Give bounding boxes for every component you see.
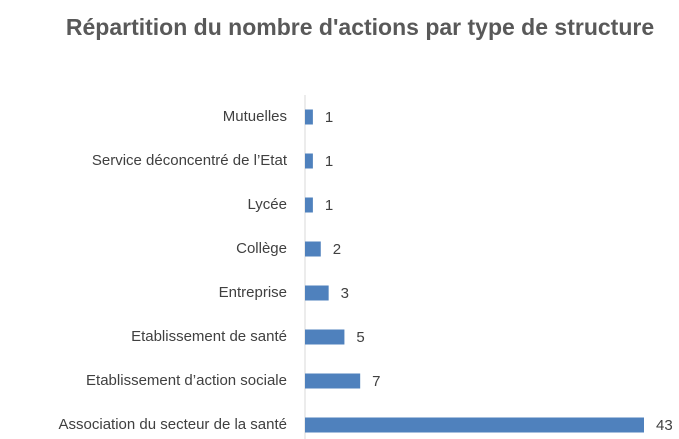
y-tick-label: Etablissement d’action sociale bbox=[86, 372, 287, 389]
y-tick-label: Service déconcentré de l’Etat bbox=[92, 152, 288, 169]
bar bbox=[305, 373, 361, 389]
data-label: 3 bbox=[341, 285, 349, 302]
y-tick-label: Mutuelles bbox=[223, 108, 287, 125]
bar bbox=[305, 241, 321, 257]
bar bbox=[305, 153, 313, 169]
data-label: 7 bbox=[372, 373, 380, 390]
data-label: 43 bbox=[656, 417, 673, 434]
data-label: 1 bbox=[325, 153, 333, 170]
data-label: 1 bbox=[325, 197, 333, 214]
chart-title: Répartition du nombre d'actions par type… bbox=[65, 14, 655, 40]
data-label: 2 bbox=[333, 241, 341, 258]
data-label: 1 bbox=[325, 109, 333, 126]
bar bbox=[305, 109, 313, 125]
y-tick-label: Collège bbox=[236, 240, 287, 257]
bar bbox=[305, 197, 313, 213]
bar bbox=[305, 417, 644, 433]
y-tick-label: Lycée bbox=[248, 196, 287, 213]
y-tick-label: Etablissement de santé bbox=[131, 328, 287, 345]
y-tick-label: Entreprise bbox=[219, 284, 287, 301]
data-label: 5 bbox=[356, 329, 364, 346]
bar bbox=[305, 285, 329, 301]
y-tick-label: Association du secteur de la santé bbox=[59, 416, 287, 433]
bar bbox=[305, 329, 345, 345]
